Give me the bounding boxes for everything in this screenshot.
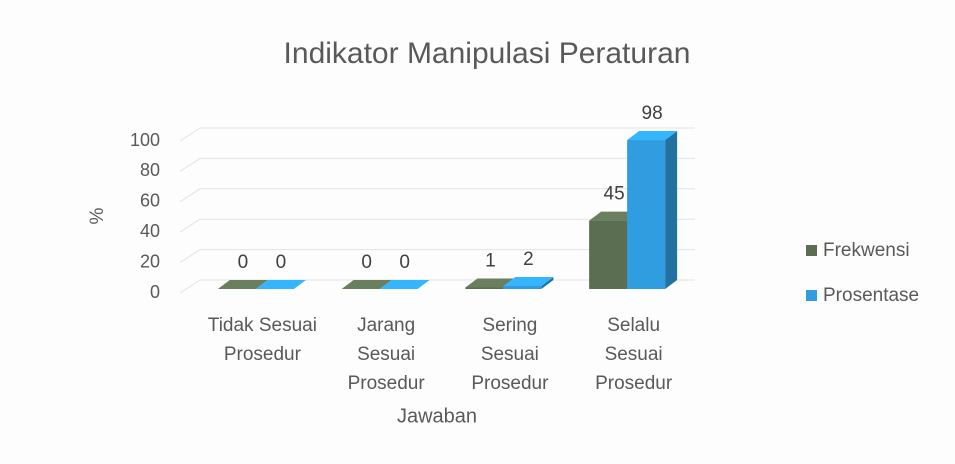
data-label: 0 [399, 252, 410, 273]
data-label: 45 [604, 184, 625, 205]
data-label: 0 [276, 252, 287, 273]
bar-top [589, 211, 640, 221]
grid-line [179, 218, 695, 233]
x-tick-label: Jarang Sesuai Prosedur [347, 315, 425, 394]
data-label: 0 [238, 252, 249, 273]
legend-swatch [806, 245, 817, 256]
grid-line [179, 127, 695, 142]
grid-line [179, 249, 695, 264]
y-tick-label: 40 [140, 221, 160, 241]
bar-side [541, 276, 554, 289]
y-tick-label: 20 [140, 251, 160, 271]
bar [503, 285, 542, 289]
bar [589, 220, 628, 289]
legend-label: Prosentase [823, 285, 919, 306]
x-tick-label: Selalu Sesuai Prosedur [595, 315, 673, 394]
x-axis-label: Jawaban [397, 405, 477, 427]
legend-swatch [806, 290, 817, 301]
bar-top [465, 278, 516, 288]
y-tick-label: 60 [140, 191, 160, 211]
data-label: 1 [485, 250, 496, 271]
data-label: 98 [642, 103, 663, 124]
data-label: 0 [361, 252, 372, 273]
bar [627, 140, 666, 289]
bar-top [627, 131, 678, 141]
bar-top [341, 280, 392, 289]
y-tick-label: 100 [130, 130, 160, 150]
bar-top [255, 280, 306, 289]
bar-top [379, 280, 430, 289]
y-tick-label: 80 [140, 160, 160, 180]
y-tick-label: 0 [150, 282, 160, 302]
x-tick-label: Sering Sesuai Prosedur [471, 315, 549, 394]
bar-top [217, 280, 268, 289]
bar-side [665, 131, 678, 289]
grid-line [179, 157, 695, 172]
y-axis-label: % [87, 207, 108, 224]
bar-top [503, 276, 554, 286]
x-tick-label: Tidak Sesuai Prosedur [207, 315, 317, 365]
chart-title: Indikator Manipulasi Peraturan [284, 37, 691, 70]
bar [465, 287, 504, 289]
grid-line [179, 188, 695, 203]
data-label: 2 [523, 249, 534, 270]
legend-label: Frekwensi [823, 240, 910, 261]
